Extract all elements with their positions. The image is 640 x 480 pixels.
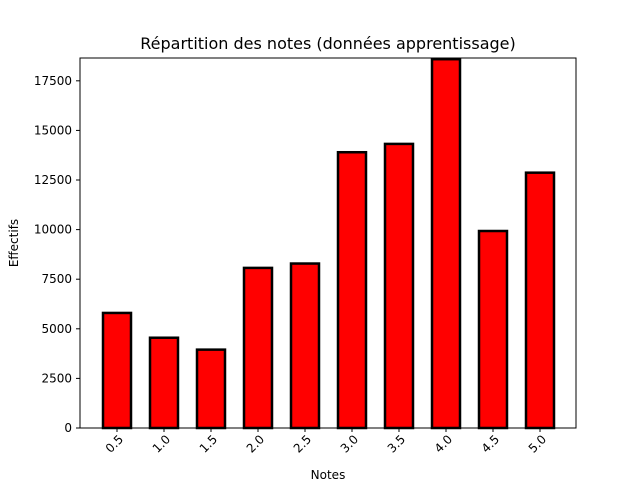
y-axis-label: Effectifs	[7, 219, 21, 267]
x-tick-label: 5.0	[526, 432, 549, 455]
x-tick-label: 4.5	[479, 432, 502, 455]
bar-5.0	[524, 171, 556, 430]
x-axis: 0.5 1.0 1.5 2.0 2.5 3.0 3.5 4.0 4.5 5.0	[103, 428, 549, 456]
bars-group	[101, 57, 556, 430]
y-tick-label: 17500	[34, 74, 72, 88]
bar-2.5	[289, 262, 321, 430]
bar-4.0	[430, 57, 462, 430]
x-axis-label: Notes	[311, 468, 346, 480]
chart-title: Répartition des notes (données apprentis…	[140, 34, 515, 53]
plot-frame	[79, 57, 577, 429]
y-tick-label: 12500	[34, 173, 72, 187]
x-tick-label: 2.0	[244, 432, 267, 455]
x-tick-label: 2.5	[291, 432, 314, 455]
x-tick-label: 3.0	[338, 432, 361, 455]
x-tick-label: 1.0	[150, 432, 173, 455]
y-tick-label: 10000	[34, 223, 72, 237]
x-tick-label: 1.5	[197, 432, 220, 455]
bar-4.5	[477, 229, 509, 430]
y-tick-label: 2500	[41, 371, 72, 385]
bar-3.0	[336, 150, 368, 430]
y-tick-label: 0	[64, 421, 72, 435]
y-tick-label: 5000	[41, 322, 72, 336]
x-tick-label: 0.5	[103, 432, 126, 455]
y-axis: 0 2500 5000 7500 10000 12500 15000 17500	[34, 74, 80, 435]
y-tick-label: 7500	[41, 272, 72, 286]
bar-2.0	[242, 266, 274, 430]
bar-0.5	[101, 311, 133, 430]
x-tick-label: 4.0	[432, 432, 455, 455]
bar-1.5	[195, 348, 227, 430]
y-tick-label: 15000	[34, 123, 72, 137]
x-tick-label: 3.5	[385, 432, 408, 455]
bar-1.0	[148, 336, 180, 430]
bar-3.5	[383, 142, 415, 430]
